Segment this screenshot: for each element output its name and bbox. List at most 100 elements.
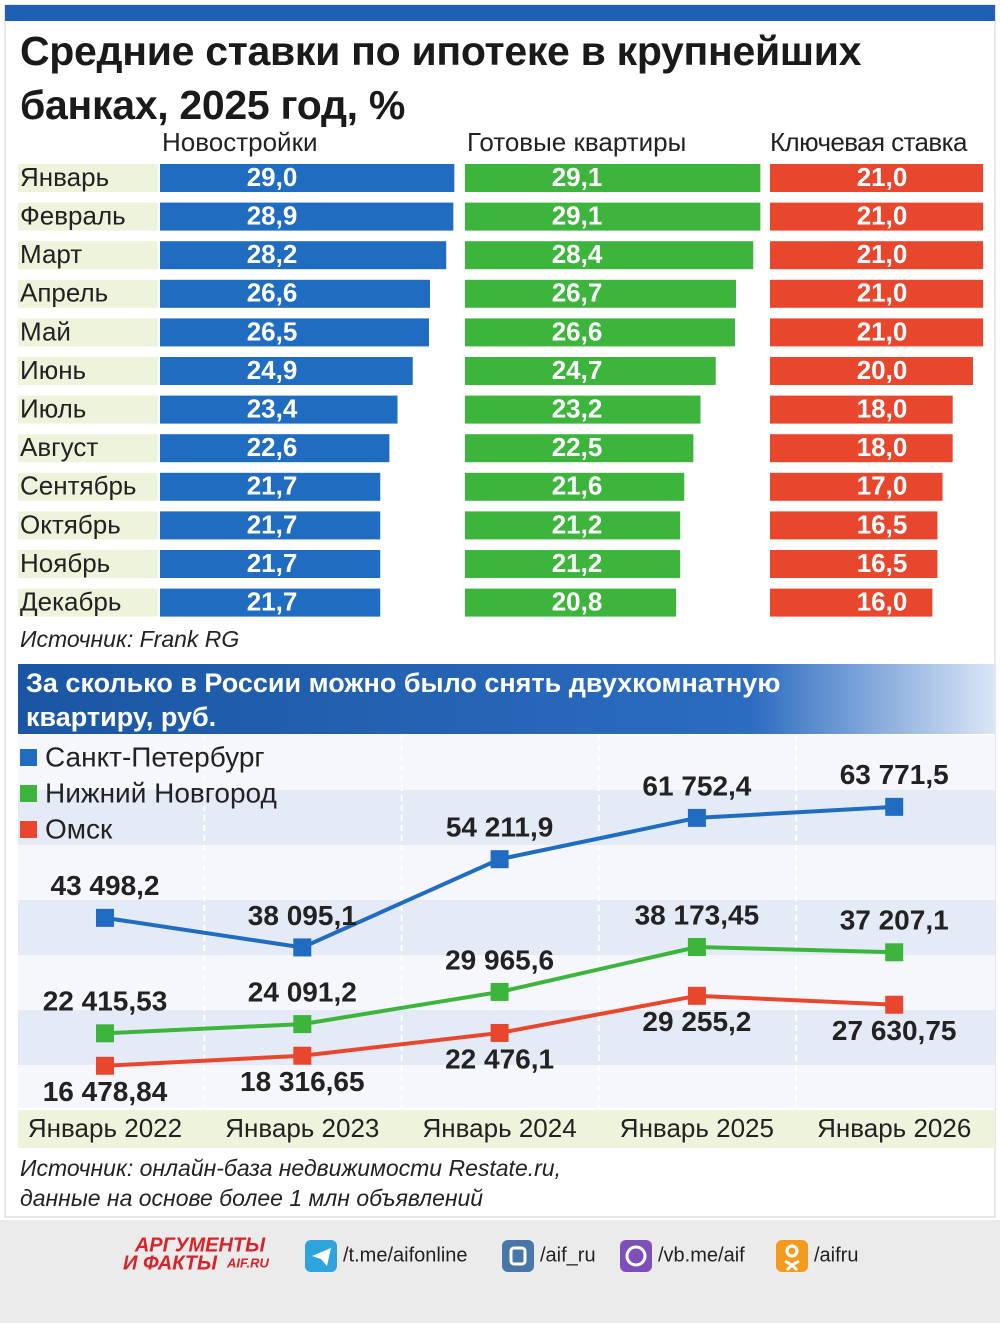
top-stripe (5, 5, 995, 21)
source: данные на основе более 1 млн объявлений (20, 1185, 483, 1211)
legend-label: Омск (45, 813, 113, 844)
value-label: 17,0 (857, 471, 908, 501)
y-tick-label: Март (20, 239, 82, 269)
bar (160, 511, 381, 540)
value-label: 21,7 (247, 548, 298, 578)
bar (770, 472, 943, 501)
viber-glyph (625, 1245, 647, 1267)
value-label: 21,2 (552, 509, 603, 539)
y-tick-label: Май (20, 316, 71, 346)
bar (465, 241, 754, 270)
bar (160, 472, 381, 501)
value-label: 54 211,9 (446, 812, 553, 843)
x-tick-label: Январь 2024 (423, 1113, 577, 1143)
bar (160, 588, 381, 617)
footer-link[interactable]: /aifru (814, 1244, 858, 1266)
value-label: 26,7 (552, 278, 603, 308)
bar (160, 279, 430, 308)
point (293, 1046, 312, 1065)
bar (770, 279, 984, 308)
bar (770, 550, 938, 578)
bar (465, 434, 694, 463)
legend-swatch (20, 749, 37, 766)
value-label: 22,5 (552, 432, 603, 462)
source: Источник: Frank RG (20, 626, 239, 652)
bar (770, 357, 973, 385)
x-tick-label: Январь 2023 (225, 1113, 379, 1143)
y-tick-label: Июнь (20, 355, 86, 385)
value-label: 38 095,1 (248, 900, 357, 931)
legend-label: Санкт-Петербург (45, 741, 265, 772)
band (18, 1065, 995, 1108)
point (885, 943, 904, 962)
y-tick-label: Сентябрь (20, 471, 136, 501)
row-label-bg (18, 511, 158, 540)
value-label: 23,4 (247, 393, 298, 423)
value-label: 29 965,6 (445, 944, 554, 975)
value-label: 24 091,2 (248, 976, 357, 1007)
value-label: 22 476,1 (445, 1043, 554, 1074)
x-axis-band (18, 1110, 995, 1148)
bar (160, 318, 429, 347)
band (18, 735, 995, 790)
value-label: 24,9 (247, 355, 298, 385)
bar (465, 550, 681, 578)
point (687, 938, 706, 957)
bar (160, 434, 390, 463)
value-label: 21,0 (857, 162, 908, 192)
point (490, 850, 509, 869)
bar (770, 241, 984, 270)
point (293, 1015, 312, 1034)
row-label-bg (18, 550, 158, 578)
value-label: 18 316,65 (240, 1066, 365, 1097)
y-tick-label: Август (20, 432, 98, 462)
telegram-glyph (312, 1248, 331, 1266)
value-label: 29 255,2 (642, 1006, 751, 1037)
bar (465, 472, 685, 501)
footer-link[interactable]: /t.me/aifonline (343, 1244, 468, 1266)
value-label: 16,5 (857, 548, 908, 578)
value-label: 16,5 (857, 509, 908, 539)
title-band (18, 664, 995, 734)
x-tick-label: Январь 2025 (620, 1113, 774, 1143)
bar (465, 511, 681, 540)
value-label: 22 415,53 (43, 986, 168, 1017)
ok-glyph (785, 1244, 799, 1258)
value-label: 26,6 (247, 278, 298, 308)
value-label: 24,7 (552, 355, 603, 385)
point (96, 1024, 114, 1043)
footer-link[interactable]: /aif_ru (540, 1244, 596, 1266)
point (96, 1056, 114, 1075)
legend-label: Нижний Новгород (45, 777, 277, 808)
x-tick-label: Январь 2026 (817, 1113, 971, 1143)
value-label: 28,4 (552, 239, 603, 269)
footer-link[interactable]: /vb.me/aif (658, 1244, 745, 1266)
point (96, 908, 114, 927)
value-label: 38 173,45 (635, 899, 760, 930)
value-label: 21,0 (857, 278, 908, 308)
point (490, 982, 509, 1001)
value-label: 20,0 (857, 355, 908, 385)
value-label: 37 207,1 (840, 905, 949, 936)
value-label: 21,7 (247, 471, 298, 501)
bar (465, 164, 761, 192)
value-label: 21,0 (857, 239, 908, 269)
logo: И ФАКТЫ (123, 1252, 218, 1274)
row-label-bg (18, 395, 158, 424)
point (490, 1023, 509, 1042)
bar (465, 202, 761, 231)
bar (770, 511, 938, 540)
bar (465, 318, 735, 347)
value-label: 20,8 (552, 586, 603, 616)
value-label: 21,7 (247, 509, 298, 539)
value-label: 16 478,84 (43, 1076, 168, 1107)
value-label: 43 498,2 (51, 870, 160, 901)
value-label: 21,2 (552, 548, 603, 578)
chart-title: Средние ставки по ипотеке в крупнейших б… (20, 28, 862, 128)
value-label: 28,9 (247, 200, 298, 230)
value-label: 22,6 (247, 432, 298, 462)
point (687, 986, 706, 1005)
bar (770, 164, 984, 192)
legend-label: Ключевая ставка (770, 127, 968, 157)
y-tick-label: Ноябрь (20, 548, 110, 578)
